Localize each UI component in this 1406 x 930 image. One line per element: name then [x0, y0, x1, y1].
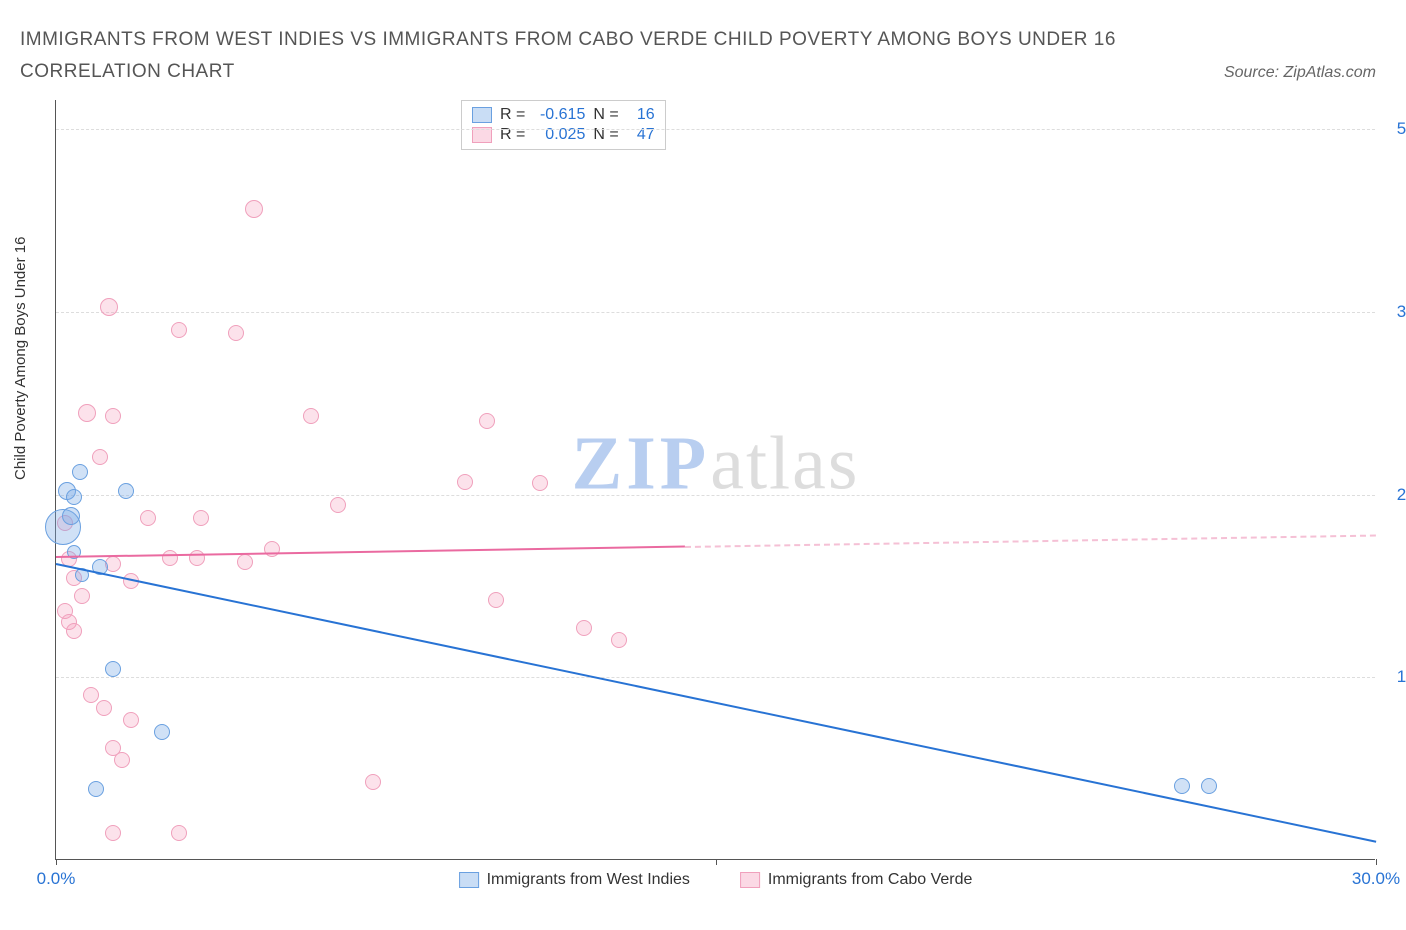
data-point-pink	[479, 413, 495, 429]
data-point-pink	[245, 200, 263, 218]
gridline-h	[56, 677, 1375, 678]
xtick-label: 0.0%	[37, 869, 76, 889]
stats-row-blue: R = -0.615 N = 16	[472, 105, 655, 125]
data-point-blue	[105, 661, 121, 677]
data-point-pink	[330, 497, 346, 513]
data-point-pink	[189, 550, 205, 566]
data-point-pink	[140, 510, 156, 526]
r-value-blue: -0.615	[533, 106, 585, 124]
data-point-pink	[264, 541, 280, 557]
r-label: R =	[500, 106, 525, 124]
swatch-blue	[459, 872, 479, 888]
ytick-label: 12.5%	[1385, 667, 1406, 687]
data-point-pink	[457, 474, 473, 490]
ytick-label: 37.5%	[1385, 302, 1406, 322]
data-point-pink	[532, 475, 548, 491]
xtick-label: 30.0%	[1352, 869, 1400, 889]
chart-title: IMMIGRANTS FROM WEST INDIES VS IMMIGRANT…	[20, 24, 1120, 89]
data-point-pink	[78, 404, 96, 422]
ytick-label: 25.0%	[1385, 485, 1406, 505]
gridline-h	[56, 495, 1375, 496]
data-point-pink	[83, 687, 99, 703]
data-point-pink	[611, 632, 627, 648]
trendline-pink-solid	[56, 546, 685, 558]
series-legend: Immigrants from West Indies Immigrants f…	[459, 871, 973, 889]
gridline-h	[56, 312, 1375, 313]
stats-row-pink: R = 0.025 N = 47	[472, 125, 655, 145]
n-value-blue: 16	[627, 106, 655, 124]
data-point-pink	[74, 588, 90, 604]
data-point-pink	[92, 449, 108, 465]
data-point-blue	[118, 483, 134, 499]
xtick-mark	[1376, 859, 1377, 865]
source-label: Source: ZipAtlas.com	[1224, 64, 1376, 82]
data-point-pink	[100, 298, 118, 316]
data-point-pink	[576, 620, 592, 636]
data-point-blue	[1201, 778, 1217, 794]
swatch-pink	[740, 872, 760, 888]
gridline-h	[56, 129, 1375, 130]
data-point-pink	[96, 700, 112, 716]
data-point-pink	[66, 623, 82, 639]
data-point-pink	[114, 752, 130, 768]
data-point-pink	[171, 322, 187, 338]
chart-plot-area: ZIPatlas R = -0.615 N = 16 R = 0.025 N =…	[55, 100, 1375, 860]
data-point-pink	[237, 554, 253, 570]
data-point-blue	[154, 724, 170, 740]
y-axis-label: Child Poverty Among Boys Under 16	[12, 237, 29, 480]
data-point-blue	[62, 507, 80, 525]
data-point-blue	[1174, 778, 1190, 794]
swatch-blue	[472, 107, 492, 123]
data-point-blue	[88, 781, 104, 797]
data-point-blue	[72, 464, 88, 480]
data-point-pink	[488, 592, 504, 608]
trendline-pink-dashed	[685, 534, 1376, 547]
data-point-blue	[66, 489, 82, 505]
watermark-zip: ZIP	[572, 422, 711, 506]
data-point-pink	[123, 712, 139, 728]
data-point-pink	[193, 510, 209, 526]
data-point-pink	[162, 550, 178, 566]
data-point-pink	[105, 825, 121, 841]
data-point-pink	[228, 325, 244, 341]
xtick-mark	[716, 859, 717, 865]
data-point-pink	[303, 408, 319, 424]
legend-item-pink: Immigrants from Cabo Verde	[740, 871, 973, 889]
legend-label-pink: Immigrants from Cabo Verde	[768, 871, 973, 889]
stats-legend: R = -0.615 N = 16 R = 0.025 N = 47	[461, 100, 666, 150]
n-label: N =	[593, 106, 618, 124]
watermark-atlas: atlas	[710, 422, 859, 506]
ytick-label: 50.0%	[1385, 119, 1406, 139]
data-point-pink	[365, 774, 381, 790]
trendline-blue	[56, 563, 1376, 843]
legend-item-blue: Immigrants from West Indies	[459, 871, 690, 889]
data-point-pink	[171, 825, 187, 841]
data-point-pink	[105, 408, 121, 424]
legend-label-blue: Immigrants from West Indies	[487, 871, 690, 889]
xtick-mark	[56, 859, 57, 865]
